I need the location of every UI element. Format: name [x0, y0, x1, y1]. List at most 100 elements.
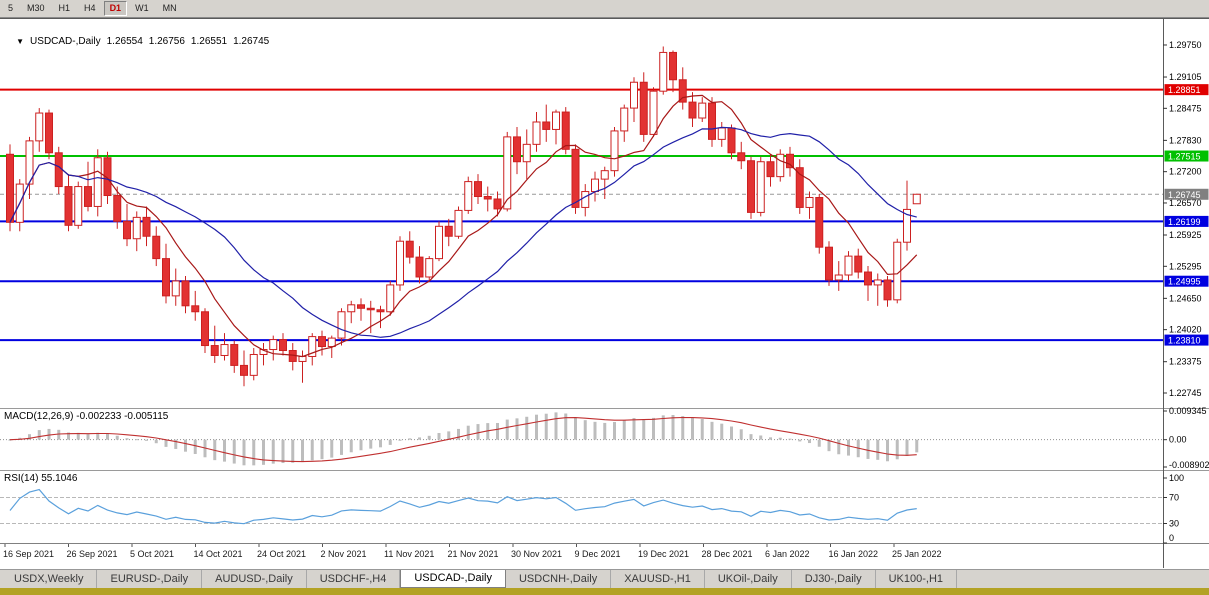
- candle: [347, 300, 356, 324]
- chart-tab-ukoil[interactable]: UKOil-,Daily: [705, 570, 792, 588]
- svg-text:1.26570: 1.26570: [1169, 198, 1202, 208]
- candle: [503, 131, 512, 212]
- candle: [435, 221, 443, 262]
- candle: [513, 126, 521, 175]
- candle: [659, 46, 668, 95]
- chart-tab-dj30[interactable]: DJ30-,Daily: [792, 570, 876, 588]
- macd-signal-line: [9, 416, 917, 463]
- candle: [639, 72, 648, 142]
- timeframe-button-5[interactable]: 5: [8, 3, 14, 13]
- svg-text:30 Nov 2021: 30 Nov 2021: [511, 549, 562, 559]
- candle: [35, 108, 44, 152]
- timeframe-button-m30[interactable]: M30: [27, 3, 45, 13]
- candle: [854, 248, 863, 279]
- chart-tab-usdcad[interactable]: USDCAD-,Daily: [400, 570, 506, 588]
- candle: [552, 109, 560, 145]
- chart-tab-bar: USDX,Weekly EURUSD-,Daily AUDUSD-,Daily USD…: [0, 569, 1209, 588]
- chart-symbol-period: USDCAD-,Daily: [30, 36, 101, 47]
- chart-tab-usdx[interactable]: USDX,Weekly: [1, 570, 98, 588]
- svg-text:-0.008902: -0.008902: [1169, 460, 1209, 470]
- svg-text:1.27200: 1.27200: [1169, 167, 1202, 177]
- candle: [454, 206, 463, 239]
- svg-text:11 Nov 2021: 11 Nov 2021: [384, 549, 434, 559]
- ohlc-close: 1.26745: [233, 36, 270, 47]
- timeframe-button-h4[interactable]: H4: [84, 3, 96, 13]
- svg-text:1.29105: 1.29105: [1169, 72, 1202, 82]
- svg-text:28 Dec 2021: 28 Dec 2021: [702, 549, 753, 559]
- candle: [747, 156, 755, 219]
- candle: [74, 181, 83, 229]
- svg-text:16 Sep 2021: 16 Sep 2021: [3, 549, 54, 559]
- candle: [64, 174, 73, 232]
- svg-text:24 Oct 2021: 24 Oct 2021: [257, 549, 306, 559]
- candle: [171, 268, 180, 306]
- date-axis[interactable]: 16 Sep 2021 26 Sep 2021 5 Oct 2021 14 Oct 2…: [3, 544, 942, 559]
- candle: [220, 333, 229, 361]
- moving-average-line-8: [9, 94, 918, 358]
- candle: [201, 308, 209, 353]
- svg-text:14 Oct 2021: 14 Oct 2021: [194, 549, 243, 559]
- candle: [825, 241, 833, 286]
- svg-text:21 Nov 2021: 21 Nov 2021: [448, 549, 499, 559]
- chart-tab-eurusd[interactable]: EURUSD-,Daily: [97, 570, 203, 588]
- candle: [318, 330, 326, 356]
- panel-borders: [0, 18, 1209, 568]
- timeframe-button-d1[interactable]: D1: [103, 1, 128, 16]
- candle: [132, 211, 141, 252]
- candle: [532, 112, 541, 152]
- svg-text:1.28475: 1.28475: [1169, 103, 1202, 113]
- candle: [152, 226, 161, 267]
- svg-text:6 Jan 2022: 6 Jan 2022: [765, 549, 810, 559]
- chart-tab-audusd[interactable]: AUDUSD-,Daily: [202, 570, 307, 588]
- chart-tab-xauusd[interactable]: XAUUSD-,H1: [611, 570, 705, 588]
- svg-text:1.26745: 1.26745: [1168, 190, 1201, 200]
- svg-text:0.009345: 0.009345: [1169, 406, 1207, 416]
- candle: [15, 179, 24, 232]
- candle: [678, 67, 687, 110]
- candle: [717, 121, 726, 147]
- timeframe-button-mn[interactable]: MN: [162, 3, 177, 13]
- candle: [620, 104, 629, 142]
- candle: [522, 129, 531, 180]
- ohlc-low: 1.26551: [190, 36, 228, 47]
- candle: [844, 251, 853, 281]
- svg-text:26 Sep 2021: 26 Sep 2021: [67, 549, 118, 559]
- chart-menu-arrow-icon[interactable]: ▼: [16, 37, 25, 46]
- timeframe-button-h1[interactable]: H1: [58, 3, 71, 13]
- candle: [210, 325, 219, 363]
- svg-text:1.25925: 1.25925: [1169, 230, 1202, 240]
- timeframe-button-w1[interactable]: W1: [135, 3, 149, 13]
- candle: [834, 261, 843, 291]
- candle: [230, 340, 239, 373]
- svg-text:70: 70: [1169, 493, 1179, 503]
- chart-tab-usdcnh[interactable]: USDCNH-,Daily: [506, 570, 612, 588]
- macd-indicator-label: MACD(12,26,9) -0.002233 -0.005115: [4, 411, 169, 422]
- candle: [181, 275, 190, 314]
- candle: [708, 97, 716, 147]
- candle: [464, 176, 473, 214]
- candle: [786, 146, 794, 177]
- candle: [162, 243, 170, 304]
- chart-tab-uk100[interactable]: UK100-,H1: [876, 570, 958, 588]
- candle: [873, 273, 882, 306]
- svg-text:2 Nov 2021: 2 Nov 2021: [321, 549, 367, 559]
- candle: [630, 77, 638, 122]
- candle: [669, 50, 677, 93]
- svg-text:16 Jan 2022: 16 Jan 2022: [829, 549, 879, 559]
- rsi-panel: 100 70 30 0: [0, 473, 1184, 544]
- chart-tab-usdchf[interactable]: USDCHF-,H4: [307, 570, 401, 588]
- price-axis[interactable]: 1.29750 1.29105 1.28475 1.27830 1.27200 1.265…: [1163, 40, 1209, 398]
- candle: [84, 161, 92, 212]
- candle: [737, 141, 746, 170]
- candle: [903, 180, 911, 251]
- candle: [483, 186, 492, 212]
- candle: [386, 280, 395, 316]
- candle: [688, 92, 697, 127]
- svg-text:9 Dec 2021: 9 Dec 2021: [575, 549, 621, 559]
- candle: [123, 203, 131, 247]
- candle: [45, 109, 53, 160]
- horizontal-level-lines[interactable]: [0, 88, 1163, 342]
- timeframe-toolbar: 5 M30 H1 H4 D1 W1 MN: [0, 0, 1209, 18]
